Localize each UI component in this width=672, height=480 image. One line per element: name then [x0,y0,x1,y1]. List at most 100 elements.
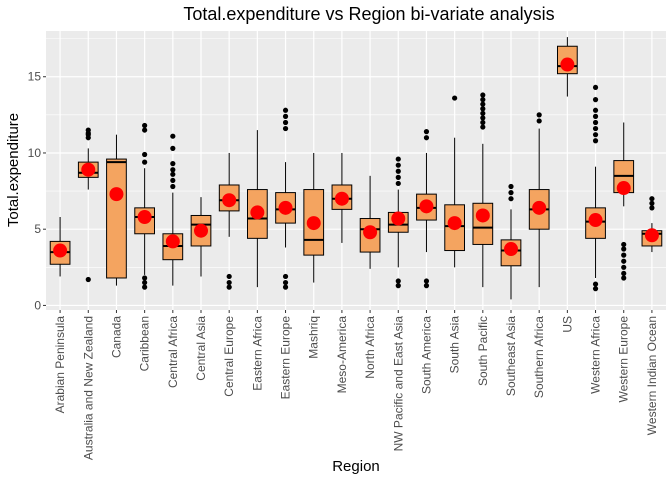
outlier-point [142,284,148,290]
outlier-point [226,273,232,280]
outlier-point [480,92,486,98]
x-tick-label: Mashriq [307,316,321,359]
outlier-point [395,162,401,168]
outlier-point [142,127,148,133]
mean-marker [588,213,603,228]
box-group [557,37,578,97]
box-group [528,112,550,288]
x-tick-label: South Pacific [476,316,490,386]
x-tick-label: Central Africa [166,316,180,388]
outlier-point [621,275,627,281]
mean-marker [137,210,152,224]
outlier-point [142,279,148,286]
mean-marker [306,216,321,231]
box-group [472,92,494,288]
outlier-point [142,151,148,158]
outlier-point [226,279,232,286]
mean-marker [334,191,349,206]
x-axis-title: Region [332,458,380,475]
outlier-point [621,264,627,270]
box-group [500,183,522,300]
box-group [303,152,325,283]
x-tick-label: Meso-America [335,316,349,394]
box-group [49,217,71,277]
x-tick-label: Eastern Africa [250,316,264,391]
mean-marker [419,199,434,214]
outlier-point [592,286,599,292]
outlier-point [480,110,486,116]
mean-marker [250,205,265,220]
outlier-point [85,127,91,133]
outlier-point [536,118,542,124]
box-iqr [106,158,127,279]
y-tick-label: 5 [34,222,41,236]
box-group [585,84,606,292]
y-axis: 0 5 10 15 [28,70,46,312]
mean-marker [447,216,462,231]
mean-marker [109,187,124,202]
chart-title: Total.expenditure vs Region bi-variate a… [183,4,554,24]
outlier-point [480,101,486,107]
mean-marker [165,234,180,249]
outlier-point [592,281,599,287]
outlier-point [282,125,289,132]
outlier-point [170,177,176,184]
mean-marker [222,193,237,208]
outlier-point [282,273,289,280]
x-tick-label: Australia and New Zealand [81,316,95,460]
outlier-point [170,183,176,190]
outlier-point [480,97,486,103]
outlier-point [592,84,599,91]
x-tick-label: NW Pacific and East Asia [391,316,405,452]
x-tick-label: Arabian Peninsula [53,316,67,414]
outlier-point [592,107,599,113]
box-group [387,156,409,289]
x-tick-label: Western Africa [589,316,603,394]
y-tick-label: 15 [28,70,42,84]
outlier-point [170,171,176,177]
outlier-point [423,278,430,284]
outlier-point [170,145,176,151]
x-tick-label: Southeast Asia [504,316,518,396]
outlier-point [395,168,401,174]
mean-marker [560,57,575,72]
outlier-point [508,190,514,196]
outlier-point [85,276,91,283]
outlier-point [282,107,289,113]
mean-marker [278,200,293,215]
x-tick-label: Central Asia [194,316,208,381]
box-group [106,134,127,286]
outlier-point [226,284,232,290]
x-tick-label: Central Europe [222,316,236,397]
mean-marker [644,228,659,243]
outlier-point [621,246,627,252]
box-group [247,130,268,288]
outlier-point [170,167,176,173]
mean-marker [53,243,68,258]
outlier-point [621,270,627,277]
outlier-point [452,95,458,101]
mean-marker [391,211,406,226]
outlier-point [592,138,599,144]
outlier-point [480,106,486,112]
outlier-point [649,196,655,202]
x-tick-label: Southern Africa [532,316,546,398]
outlier-point [142,122,148,129]
mean-marker [616,181,631,196]
x-tick-label: North Africa [363,316,377,379]
x-tick-label: Caribbean [138,316,152,371]
box-group [77,127,99,283]
outlier-point [480,124,486,130]
outlier-point [480,119,486,126]
outlier-point [592,125,599,132]
box-group [641,196,663,253]
outlier-point [395,278,401,284]
mean-marker [475,208,490,223]
x-tick-label: Western Europe [617,316,631,403]
y-tick-label: 10 [28,146,42,160]
outlier-point [649,205,655,211]
outlier-point [592,113,599,119]
box-layer [49,37,663,300]
outlier-point [395,174,401,180]
x-tick-label: Western Indian Ocean [645,316,659,435]
